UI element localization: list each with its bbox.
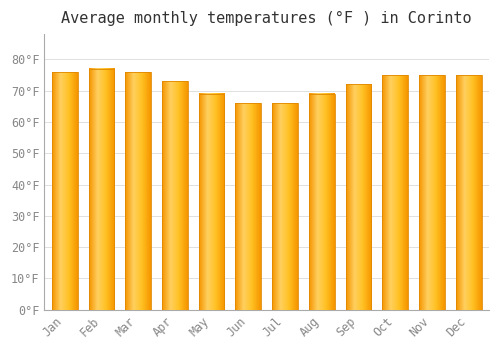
- Bar: [272, 103, 298, 310]
- Bar: [198, 94, 224, 310]
- Bar: [456, 75, 481, 310]
- Bar: [419, 75, 445, 310]
- Bar: [346, 84, 372, 310]
- Bar: [382, 75, 408, 310]
- Bar: [52, 72, 78, 310]
- Bar: [88, 69, 115, 310]
- Bar: [126, 72, 151, 310]
- Title: Average monthly temperatures (°F ) in Corinto: Average monthly temperatures (°F ) in Co…: [62, 11, 472, 26]
- Bar: [309, 94, 334, 310]
- Bar: [162, 81, 188, 310]
- Bar: [236, 103, 261, 310]
